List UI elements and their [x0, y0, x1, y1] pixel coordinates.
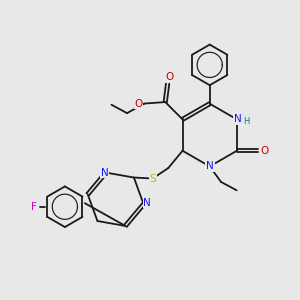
- Text: N: N: [234, 114, 242, 124]
- Text: N: N: [206, 161, 214, 171]
- Text: H: H: [243, 117, 250, 126]
- Text: O: O: [260, 146, 269, 156]
- Text: F: F: [31, 202, 37, 212]
- Text: N: N: [100, 168, 108, 178]
- Text: S: S: [149, 173, 156, 184]
- Text: O: O: [165, 72, 173, 82]
- Text: N: N: [143, 198, 151, 208]
- Text: O: O: [134, 99, 142, 109]
